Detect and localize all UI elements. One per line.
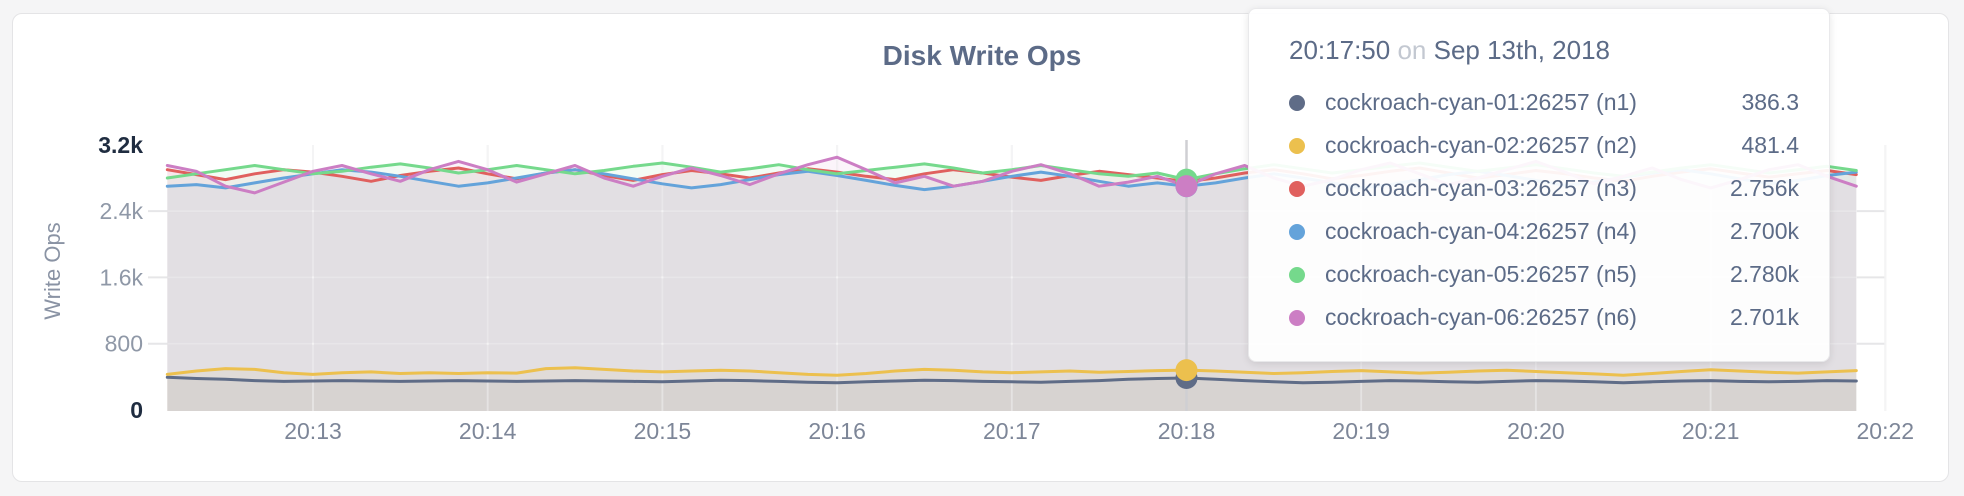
series-label: cockroach-cyan-05:26257 (n5) [1325, 261, 1637, 287]
series-value: 2.780k [1729, 261, 1799, 287]
x-tick-label: 20:16 [808, 418, 866, 444]
chart-title: Disk Write Ops [882, 40, 1082, 71]
series-label: cockroach-cyan-03:26257 (n3) [1325, 175, 1637, 201]
x-tick-label: 20:22 [1857, 418, 1915, 444]
series-value: 2.756k [1729, 175, 1799, 201]
y-tick-label: 0 [130, 397, 143, 423]
series-dot-n2 [1289, 137, 1305, 154]
series-value: 2.700k [1729, 218, 1799, 244]
tooltip-connector: on [1397, 35, 1427, 65]
y-tick-label: 3.2k [98, 132, 143, 158]
tooltip-rows: cockroach-cyan-01:26257 (n1) 386.3 cockr… [1289, 81, 1799, 339]
series-line [165, 375, 1858, 385]
x-tick-label: 20:20 [1507, 418, 1565, 444]
x-tick-label: 20:15 [634, 418, 692, 444]
x-tick-label: 20:14 [459, 418, 517, 444]
hover-tooltip: 20:17:50 on Sep 13th, 2018 cockroach-cya… [1248, 8, 1830, 362]
x-tick-label: 20:21 [1682, 418, 1740, 444]
y-tick-label: 800 [105, 331, 143, 357]
series-value: 2.701k [1729, 304, 1799, 330]
hover-dot [1175, 175, 1198, 198]
y-tick-label: 1.6k [100, 264, 144, 290]
x-tick-label: 20:13 [284, 418, 342, 444]
y-axis-title: Write Ops [40, 222, 65, 320]
tooltip-row: cockroach-cyan-03:26257 (n3) 2.756k [1289, 167, 1799, 210]
series-dot-n4 [1289, 223, 1305, 240]
series-dot-n5 [1289, 266, 1305, 283]
series-value: 481.4 [1741, 132, 1799, 158]
series-dot-n3 [1289, 180, 1305, 197]
series-label: cockroach-cyan-01:26257 (n1) [1325, 89, 1637, 115]
x-tick-label: 20:19 [1332, 418, 1390, 444]
tooltip-header: 20:17:50 on Sep 13th, 2018 [1289, 35, 1799, 65]
series-dot-n6 [1289, 309, 1305, 326]
y-tick-label: 2.4k [100, 198, 144, 224]
tooltip-row: cockroach-cyan-05:26257 (n5) 2.780k [1289, 253, 1799, 296]
series-label: cockroach-cyan-04:26257 (n4) [1325, 218, 1637, 244]
series-value: 386.3 [1741, 89, 1799, 115]
tooltip-row: cockroach-cyan-02:26257 (n2) 481.4 [1289, 124, 1799, 167]
x-tick-label: 20:18 [1158, 418, 1216, 444]
tooltip-row: cockroach-cyan-04:26257 (n4) 2.700k [1289, 210, 1799, 253]
tooltip-time: 20:17:50 [1289, 35, 1391, 65]
tooltip-date: Sep 13th, 2018 [1433, 35, 1610, 65]
series-label: cockroach-cyan-02:26257 (n2) [1325, 132, 1637, 158]
hover-dot [1175, 359, 1198, 382]
tooltip-row: cockroach-cyan-06:26257 (n6) 2.701k [1289, 296, 1799, 339]
series-label: cockroach-cyan-06:26257 (n6) [1325, 304, 1637, 330]
series-line [165, 366, 1858, 377]
tooltip-row: cockroach-cyan-01:26257 (n1) 386.3 [1289, 81, 1799, 124]
x-tick-label: 20:17 [983, 418, 1041, 444]
series-dot-n1 [1289, 94, 1305, 111]
